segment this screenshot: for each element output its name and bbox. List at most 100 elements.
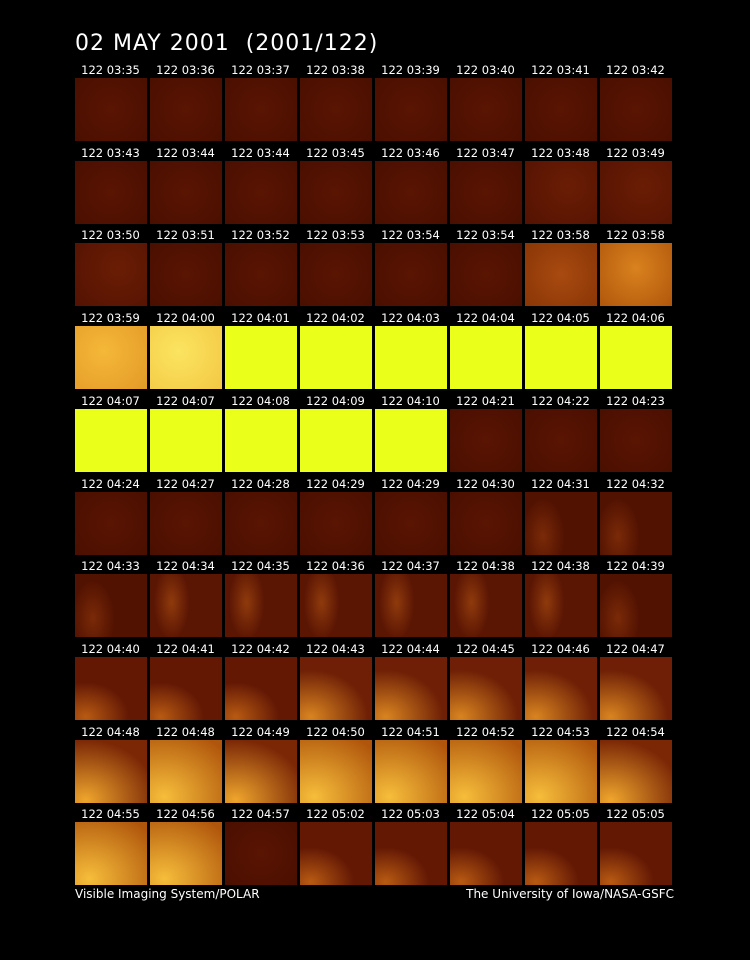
- frame-image: [225, 160, 297, 224]
- frame-label: 122 04:22: [531, 393, 590, 408]
- frame-image: [225, 408, 297, 472]
- frame-image: [300, 822, 372, 886]
- frame-label: 122 03:36: [156, 63, 215, 77]
- frame-image: [75, 822, 147, 886]
- frame-image: [525, 656, 597, 720]
- frame-image: [525, 739, 597, 803]
- frame-image: [375, 408, 447, 472]
- frame-image: [225, 326, 297, 390]
- frame-label: 122 03:54: [456, 228, 515, 243]
- frame-label: 122 04:36: [306, 559, 365, 574]
- frame-label: 122 03:41: [531, 63, 590, 77]
- frame-label: 122 04:39: [606, 559, 665, 574]
- frame-label: 122 04:44: [381, 641, 440, 656]
- frame-label: 122 04:38: [456, 559, 515, 574]
- frame-label: 122 03:48: [531, 145, 590, 160]
- frame-label: 122 04:24: [81, 476, 140, 491]
- frame-label: 122 03:43: [81, 145, 140, 160]
- frame-label: 122 03:46: [381, 145, 440, 160]
- frame-image: [300, 78, 372, 141]
- frame-label: 122 04:54: [606, 724, 665, 739]
- frame-label: 122 03:58: [531, 228, 590, 243]
- frame-image: [375, 326, 447, 390]
- frame-image: [150, 656, 222, 720]
- page-title: 02 MAY 2001 (2001/122): [75, 31, 379, 56]
- frame-image: [150, 326, 222, 390]
- frame-label: 122 04:28: [231, 476, 290, 491]
- frame-image: [300, 160, 372, 224]
- frame-image: [75, 574, 147, 638]
- frame-image: [225, 78, 297, 141]
- frame-image: [375, 739, 447, 803]
- frame-label: 122 03:50: [81, 228, 140, 243]
- frame-label: 122 04:07: [81, 393, 140, 408]
- frame-image: [600, 739, 672, 803]
- frame-image: [600, 656, 672, 720]
- frame-image: [525, 574, 597, 638]
- frame-image: [525, 160, 597, 224]
- frame-image: [450, 739, 522, 803]
- frame-label: 122 03:49: [606, 145, 665, 160]
- frame-label: 122 03:47: [456, 145, 515, 160]
- frame-label: 122 04:00: [156, 311, 215, 326]
- frame-image: [75, 656, 147, 720]
- frame-label: 122 04:43: [306, 641, 365, 656]
- footer-left: Visible Imaging System/POLAR: [75, 887, 260, 901]
- frame-image: [150, 822, 222, 886]
- frame-image: [150, 491, 222, 555]
- frame-label: 122 04:41: [156, 641, 215, 656]
- frame-image: [600, 326, 672, 390]
- frame-image: [450, 326, 522, 390]
- frame-label: 122 04:56: [156, 807, 215, 822]
- frame-image: [300, 491, 372, 555]
- frame-label: 122 03:44: [156, 145, 215, 160]
- frame-label: 122 04:37: [381, 559, 440, 574]
- frame-image: [150, 739, 222, 803]
- footer-right: The University of Iowa/NASA-GSFC: [466, 887, 674, 901]
- frame-label: 122 04:32: [606, 476, 665, 491]
- frame-label: 122 04:49: [231, 724, 290, 739]
- frame-label: 122 04:38: [531, 559, 590, 574]
- frame-image: [450, 491, 522, 555]
- frame-image: [525, 491, 597, 555]
- frame-label: 122 05:05: [531, 807, 590, 822]
- frame-image: [300, 656, 372, 720]
- frame-label: 122 04:35: [231, 559, 290, 574]
- frame-label: 122 04:50: [306, 724, 365, 739]
- frame-image: [375, 160, 447, 224]
- frame-label: 122 03:59: [81, 311, 140, 326]
- frame-label: 122 04:52: [456, 724, 515, 739]
- frame-image: [450, 160, 522, 224]
- frame-image: [600, 822, 672, 886]
- frame-label: 122 04:30: [456, 476, 515, 491]
- frame-label: 122 04:31: [531, 476, 590, 491]
- frame-image: [525, 408, 597, 472]
- frame-label: 122 04:23: [606, 393, 665, 408]
- frame-image: [75, 491, 147, 555]
- frame-label: 122 04:40: [81, 641, 140, 656]
- frame-image: [150, 243, 222, 307]
- frame-image: [225, 656, 297, 720]
- frame-label: 122 04:57: [231, 807, 290, 822]
- frame-label: 122 04:47: [606, 641, 665, 656]
- frame-image: [450, 78, 522, 141]
- frame-image: [600, 574, 672, 638]
- frame-label: 122 03:42: [606, 63, 665, 77]
- frame-label: 122 04:03: [381, 311, 440, 326]
- frame-label: 122 04:09: [306, 393, 365, 408]
- frame-image: [450, 574, 522, 638]
- frame-image: [150, 78, 222, 141]
- frame-label: 122 03:35: [81, 63, 140, 77]
- frame-label: 122 03:54: [381, 228, 440, 243]
- frame-label: 122 04:48: [156, 724, 215, 739]
- frame-label: 122 03:38: [306, 63, 365, 77]
- frame-image: [600, 243, 672, 307]
- frame-label: 122 03:45: [306, 145, 365, 160]
- frame-image: [525, 243, 597, 307]
- frame-image: [150, 408, 222, 472]
- frame-label: 122 04:55: [81, 807, 140, 822]
- frame-image: [300, 326, 372, 390]
- frame-label: 122 04:42: [231, 641, 290, 656]
- frame-label: 122 04:07: [156, 393, 215, 408]
